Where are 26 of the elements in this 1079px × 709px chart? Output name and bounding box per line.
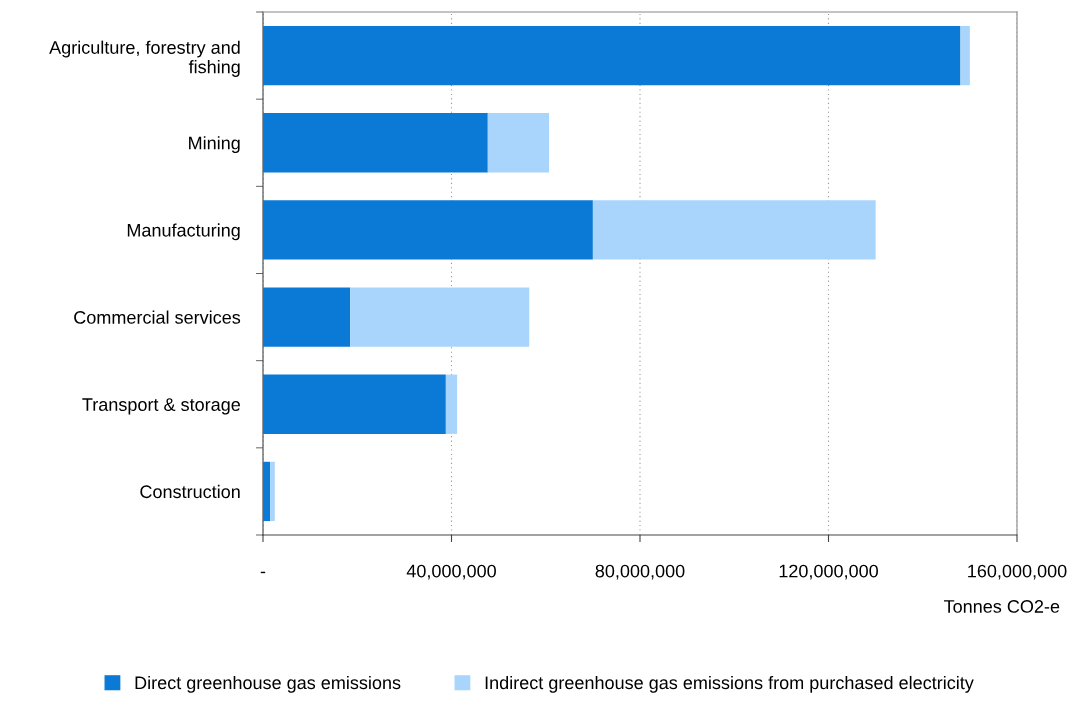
legend-label: Direct greenhouse gas emissions bbox=[135, 675, 401, 693]
legend-label: Indirect greenhouse gas emissions from purchased electricity bbox=[485, 675, 974, 693]
bar bbox=[592, 200, 876, 260]
bar bbox=[263, 25, 961, 86]
y-tick-label: Manufacturing bbox=[127, 223, 240, 241]
bar bbox=[263, 200, 593, 260]
bar bbox=[960, 25, 970, 86]
bar bbox=[263, 287, 351, 347]
x-tick-label: 80,000,000 bbox=[595, 564, 685, 580]
y-tick-label: Construction bbox=[140, 484, 240, 499]
bar bbox=[263, 374, 446, 434]
y-tick-label: Commercial services bbox=[74, 310, 241, 324]
x-tick-label: 40,000,000 bbox=[406, 564, 496, 580]
y-tick-label: Mining bbox=[189, 136, 240, 154]
x-axis-title: Tonnes CO2-e bbox=[944, 600, 1060, 613]
x-tick-label: 120,000,000 bbox=[779, 564, 878, 580]
x-tick-label: 160,000,000 bbox=[968, 564, 1067, 580]
bar bbox=[263, 113, 488, 173]
x-tick-label: - bbox=[260, 571, 266, 574]
bar bbox=[487, 113, 550, 173]
y-tick-label: Agriculture, forestry and fishing bbox=[49, 40, 240, 77]
bar bbox=[350, 287, 530, 347]
bar bbox=[263, 461, 271, 522]
y-tick-label: Transport & storage bbox=[82, 398, 240, 415]
bar bbox=[445, 374, 458, 434]
bar bbox=[270, 461, 275, 522]
